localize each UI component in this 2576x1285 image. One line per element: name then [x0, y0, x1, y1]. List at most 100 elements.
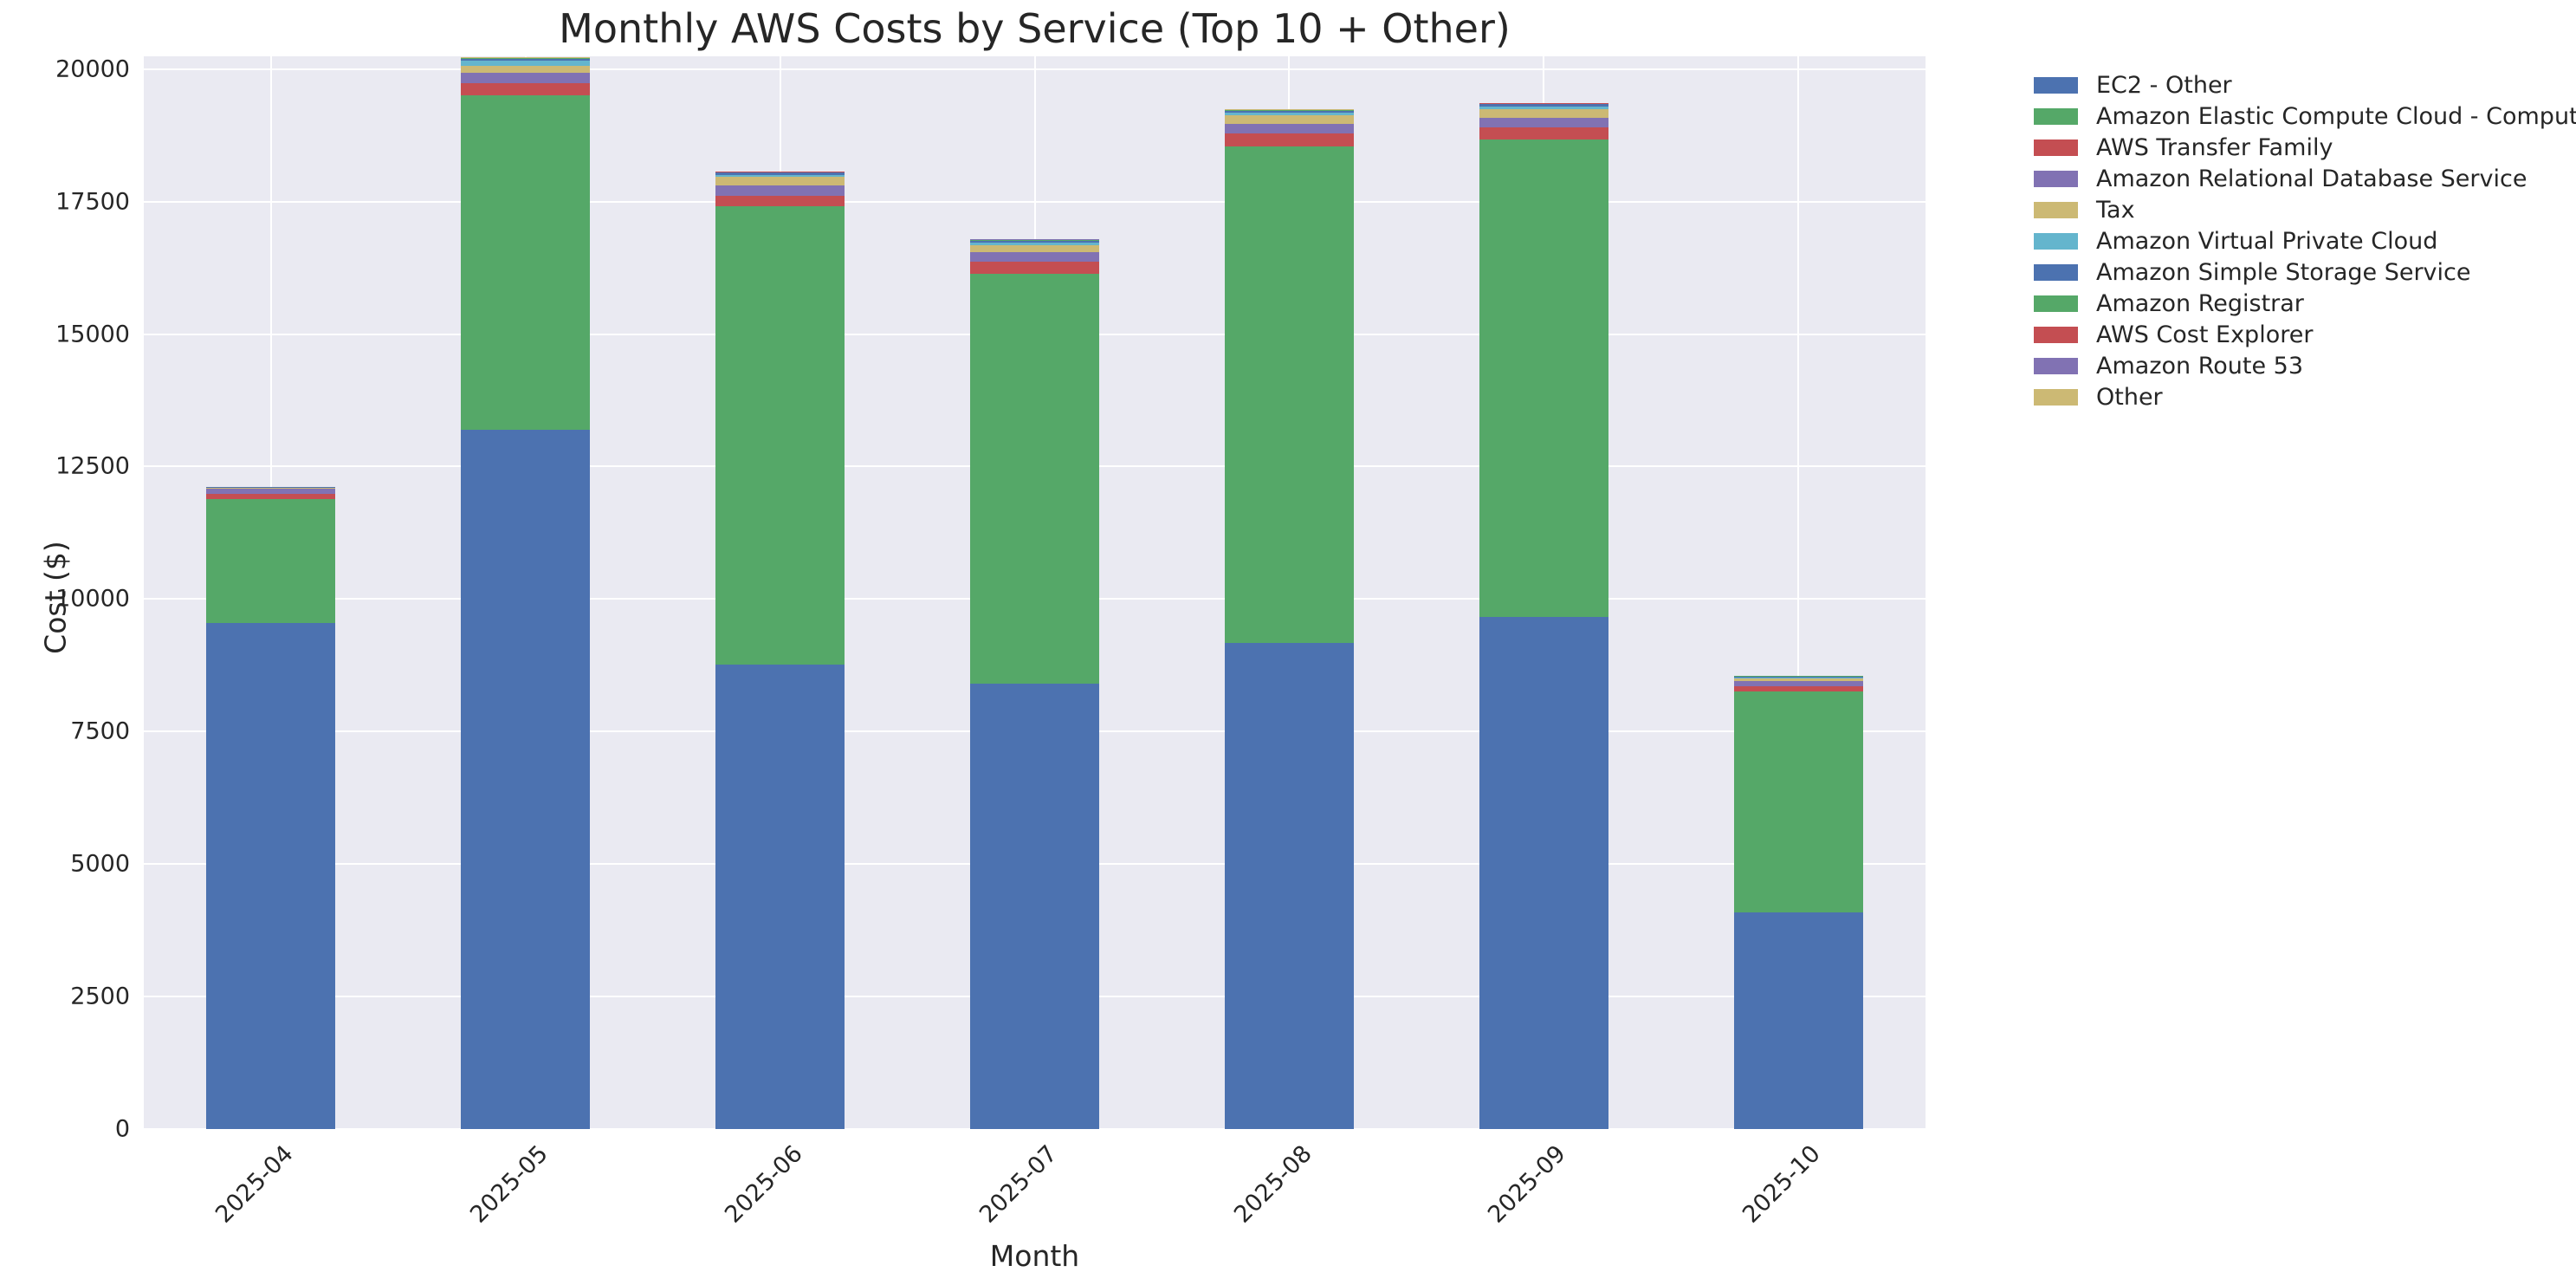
xtick-label-2025-04: 2025-04	[210, 1140, 299, 1229]
bar-segment	[461, 58, 591, 59]
gridline-x-2025-10	[1797, 56, 1800, 1129]
legend-label: AWS Transfer Family	[2096, 134, 2333, 161]
bar-segment	[715, 205, 845, 665]
xtick-label-2025-06: 2025-06	[719, 1140, 808, 1229]
bar-segment	[461, 94, 591, 430]
bar-segment	[1733, 681, 1863, 687]
bar-segment	[1479, 108, 1608, 118]
bar-segment	[1733, 678, 1863, 682]
legend-swatch-icon	[2034, 233, 2078, 250]
x-axis-title: Month	[989, 1239, 1080, 1273]
legend: EC2 - Other Amazon Elastic Compute Cloud …	[2034, 72, 2576, 420]
legend-label: EC2 - Other	[2096, 72, 2232, 99]
bar-segment	[1733, 912, 1863, 1129]
bar-segment	[206, 486, 336, 488]
bar-segment	[1479, 117, 1608, 128]
legend-swatch-icon	[2034, 264, 2078, 281]
legend-item: AWS Cost Explorer	[2034, 321, 2576, 348]
legend-swatch-icon	[2034, 77, 2078, 94]
legend-item: Amazon Simple Storage Service	[2034, 259, 2576, 286]
legend-label: Amazon Virtual Private Cloud	[2096, 228, 2438, 255]
legend-swatch-icon	[2034, 327, 2078, 343]
ytick-label-15000: 15000	[55, 321, 130, 347]
legend-label: Tax	[2096, 197, 2135, 224]
bar-segment	[1479, 106, 1608, 109]
bar-2025-09	[1479, 102, 1608, 1129]
bar-segment	[1479, 103, 1608, 105]
legend-item: Tax	[2034, 197, 2576, 224]
bar-segment	[1224, 643, 1354, 1129]
legend-label: Amazon Registrar	[2096, 290, 2304, 317]
bar-segment	[1224, 133, 1354, 146]
bar-segment	[1224, 113, 1354, 116]
ytick-label-10000: 10000	[55, 585, 130, 613]
bar-segment	[206, 498, 336, 623]
bar-segment	[970, 240, 1099, 243]
legend-item: Other	[2034, 384, 2576, 411]
bar-segment	[715, 665, 845, 1129]
xtick-label-2025-07: 2025-07	[974, 1140, 1063, 1229]
legend-item: AWS Transfer Family	[2034, 134, 2576, 161]
plot-area	[144, 56, 1926, 1130]
bar-2025-05	[461, 57, 591, 1129]
legend-label: Amazon Relational Database Service	[2096, 165, 2527, 192]
bar-segment	[461, 61, 591, 66]
bar-2025-10	[1733, 675, 1863, 1129]
legend-item: EC2 - Other	[2034, 72, 2576, 99]
bar-segment	[1224, 124, 1354, 134]
ytick-label-7500: 7500	[70, 717, 130, 745]
bar-segment	[461, 58, 591, 62]
legend-swatch-icon	[2034, 140, 2078, 156]
bar-segment	[1733, 686, 1863, 692]
legend-swatch-icon	[2034, 295, 2078, 312]
legend-swatch-icon	[2034, 389, 2078, 406]
bar-segment	[715, 177, 845, 186]
bar-segment	[970, 252, 1099, 262]
bar-segment	[1733, 691, 1863, 913]
bar-segment	[1479, 140, 1608, 617]
bar-segment	[1224, 110, 1354, 114]
legend-item: Amazon Registrar	[2034, 290, 2576, 317]
legend-label: AWS Cost Explorer	[2096, 321, 2314, 348]
bar-segment	[461, 73, 591, 84]
bar-segment	[715, 195, 845, 206]
ytick-label-17500: 17500	[55, 188, 130, 216]
legend-swatch-icon	[2034, 171, 2078, 187]
bar-segment	[461, 83, 591, 95]
ytick-label-2500: 2500	[70, 983, 130, 1010]
bar-segment	[206, 622, 336, 1129]
bar-segment	[715, 174, 845, 178]
legend-label: Other	[2096, 384, 2163, 411]
bar-segment	[1224, 146, 1354, 644]
legend-item: Amazon Elastic Compute Cloud - Compute	[2034, 103, 2576, 130]
bar-segment	[1479, 616, 1608, 1129]
bar-segment	[206, 493, 336, 499]
chart-title: Monthly AWS Costs by Service (Top 10 + O…	[559, 5, 1511, 52]
bar-segment	[970, 245, 1099, 253]
bar-2025-08	[1224, 109, 1354, 1129]
bar-segment	[1224, 110, 1354, 111]
xtick-label-2025-08: 2025-08	[1228, 1140, 1317, 1229]
legend-swatch-icon	[2034, 108, 2078, 125]
xtick-label-2025-10: 2025-10	[1738, 1140, 1826, 1229]
bar-segment	[715, 172, 845, 175]
ytick-label-12500: 12500	[55, 452, 130, 480]
bar-segment	[1733, 676, 1863, 678]
bar-segment	[970, 273, 1099, 684]
bar-segment	[1479, 104, 1608, 107]
legend-swatch-icon	[2034, 358, 2078, 374]
bar-segment	[970, 261, 1099, 274]
legend-label: Amazon Simple Storage Service	[2096, 259, 2471, 286]
bar-segment	[970, 239, 1099, 241]
bar-2025-04	[206, 486, 336, 1129]
xtick-label-2025-09: 2025-09	[1483, 1140, 1572, 1229]
legend-label: Amazon Elastic Compute Cloud - Compute	[2096, 103, 2576, 130]
bar-segment	[715, 172, 845, 173]
legend-item: Amazon Relational Database Service	[2034, 165, 2576, 192]
legend-label: Amazon Route 53	[2096, 353, 2304, 380]
bar-segment	[970, 242, 1099, 246]
ytick-label-20000: 20000	[55, 55, 130, 83]
gridline-y-0	[144, 1128, 1926, 1130]
bar-segment	[1224, 115, 1354, 125]
